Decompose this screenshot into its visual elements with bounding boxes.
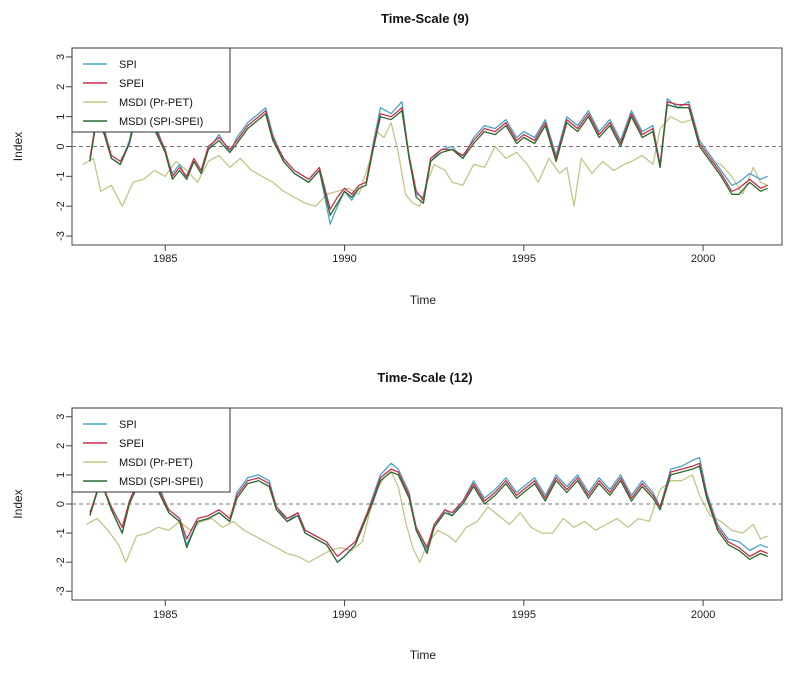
chart-title: Time-Scale (12)	[377, 370, 472, 385]
legend-label: MSDI (Pr-PET)	[119, 97, 193, 109]
series-line-msdi-spi-spei	[89, 465, 768, 563]
y-tick-label: 2	[55, 443, 67, 449]
legend-label: SPI	[119, 419, 137, 431]
y-tick-label: 1	[55, 114, 67, 120]
x-tick-label: 1990	[332, 253, 356, 265]
y-tick-label: -1	[55, 528, 67, 538]
y-tick-label: 1	[55, 472, 67, 478]
y-tick-label: -2	[55, 201, 67, 211]
legend-label: MSDI (SPI-SPEI)	[119, 476, 203, 488]
y-tick-label: 0	[55, 143, 67, 149]
legend-label: SPEI	[119, 78, 144, 90]
chart-panel-1: Time-Scale (12) -3 -2 -1 0 1 2 3 1985 1990 1995 200…	[11, 370, 783, 662]
y-tick-label: 3	[55, 414, 67, 420]
x-axis-label: Time	[410, 648, 437, 662]
legend-label: MSDI (Pr-PET)	[119, 457, 193, 469]
y-tick-label: -1	[55, 171, 67, 181]
x-tick-label: 1995	[512, 609, 536, 621]
legend-label: SPI	[119, 59, 137, 71]
legend-box	[71, 47, 231, 133]
y-tick-label: -2	[55, 557, 67, 567]
x-tick-label: 2000	[691, 609, 715, 621]
x-tick-label: 1985	[153, 253, 177, 265]
y-tick-label: 3	[55, 54, 67, 60]
series-line-spei	[89, 462, 768, 558]
y-axis-label: Index	[11, 489, 25, 518]
x-tick-label: 2000	[691, 253, 715, 265]
y-axis-label: Index	[11, 132, 25, 161]
chart-panel-0: Time-Scale (9) -3 -2 -1 0 1 2 3 1985 1990 1995 2000…	[11, 11, 783, 307]
y-tick-label: 2	[55, 84, 67, 90]
series-line-msdi-spi-spei	[89, 104, 768, 216]
legend-box	[71, 407, 231, 493]
legend-label: MSDI (SPI-SPEI)	[119, 116, 203, 128]
legend-label: SPEI	[119, 438, 144, 450]
y-tick-label: -3	[55, 586, 67, 596]
chart-title: Time-Scale (9)	[381, 11, 469, 26]
y-tick-label: -3	[55, 231, 67, 241]
x-tick-label: 1985	[153, 609, 177, 621]
x-axis-label: Time	[410, 293, 437, 307]
x-tick-label: 1995	[512, 253, 536, 265]
x-tick-label: 1990	[332, 609, 356, 621]
y-tick-label: 0	[55, 501, 67, 507]
